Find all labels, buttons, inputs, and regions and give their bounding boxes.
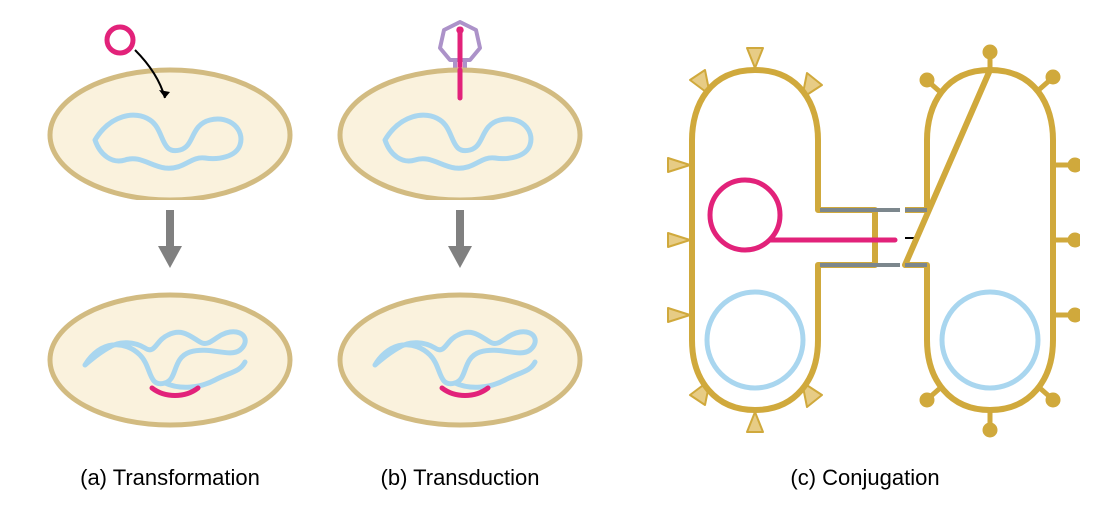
foreign-dna-ring xyxy=(107,27,133,53)
recipient-body xyxy=(905,70,1053,410)
panel-c xyxy=(650,30,1080,455)
panel-b-arrow xyxy=(445,210,475,275)
transformation-top-svg xyxy=(40,20,300,200)
arrow-shaft xyxy=(166,210,174,248)
recipient-bacterium xyxy=(905,47,1080,435)
figure-root: (a) Transformation xyxy=(0,0,1095,514)
arrow-head xyxy=(158,246,182,268)
transformation-bottom-svg xyxy=(40,280,300,440)
panel-a-top xyxy=(40,20,300,205)
down-arrow-b-svg xyxy=(445,210,475,270)
cell-outline xyxy=(50,70,290,200)
transduction-top-svg xyxy=(330,20,590,200)
donor-bacterium xyxy=(668,48,895,432)
caption-b: (b) Transduction xyxy=(330,465,590,491)
panel-a-bottom xyxy=(40,280,300,445)
phage-dna-hook xyxy=(459,29,461,32)
panel-b-top xyxy=(330,20,590,205)
transduction-bottom-svg xyxy=(330,280,590,440)
caption-a: (a) Transformation xyxy=(40,465,300,491)
arrow-shaft xyxy=(456,210,464,248)
arrow-head xyxy=(448,246,472,268)
caption-c: (c) Conjugation xyxy=(680,465,1050,491)
panel-a-arrow xyxy=(155,210,185,275)
down-arrow-a-svg xyxy=(155,210,185,270)
conjugation-svg xyxy=(650,30,1080,450)
panel-b-bottom xyxy=(330,280,590,445)
